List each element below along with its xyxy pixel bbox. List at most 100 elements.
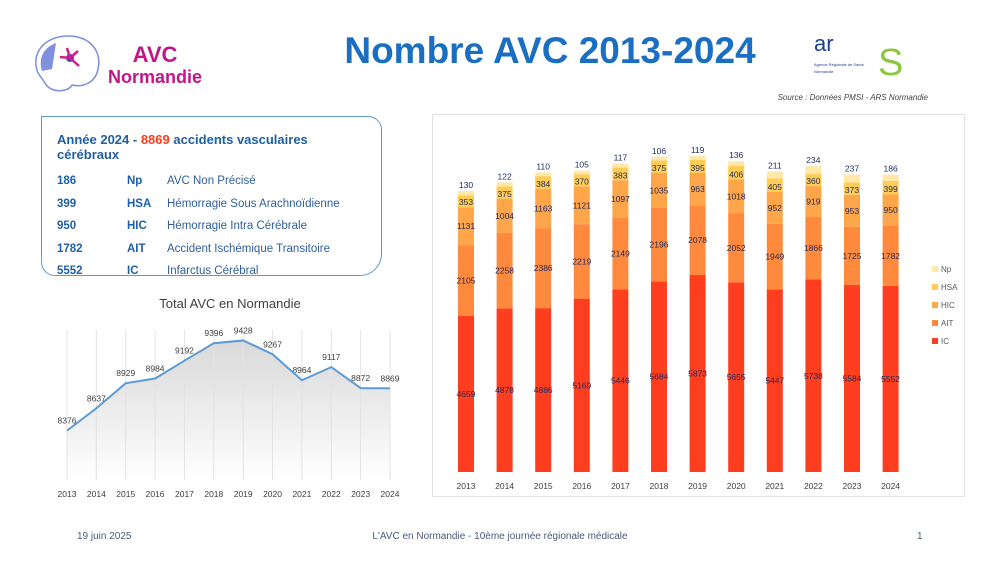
bar-segment-AIT — [612, 217, 629, 290]
bar-segment-HIC — [728, 179, 745, 214]
bar-segment-AIT — [458, 245, 474, 316]
bar-value-label: 2219 — [572, 256, 591, 266]
bar-segment-Np — [458, 190, 474, 196]
bar-value-label: 5446 — [611, 376, 630, 386]
bar-segment-Np — [612, 163, 629, 168]
bar-segment-HIC — [496, 198, 513, 233]
bar-segment-HSA — [612, 167, 629, 181]
data-label: 9117 — [322, 352, 341, 362]
x-tick-label: 2022 — [322, 489, 341, 499]
bar-segment-HIC — [612, 180, 629, 218]
bar-segment-Np — [844, 174, 860, 183]
bar-value-label: 1121 — [573, 200, 592, 210]
bar-value-label: 1018 — [727, 191, 746, 201]
line-area — [67, 340, 390, 480]
bar-segment-AIT — [689, 205, 706, 276]
x-tick-label: 2014 — [495, 481, 514, 491]
bar-chart-frame — [432, 114, 965, 497]
x-tick-label: 2020 — [263, 489, 282, 499]
bar-segment-Np — [882, 174, 899, 181]
bar-value-label: 399 — [884, 184, 898, 194]
bar-segment-HSA — [882, 180, 899, 195]
bar-segment-HIC — [882, 194, 899, 227]
bar-value-label: 5738 — [804, 371, 823, 381]
summary-code: IC — [127, 265, 139, 278]
data-label: 8964 — [292, 365, 311, 375]
bar-value-label: 360 — [806, 176, 820, 186]
summary-label: Accident Ischémique Transitoire — [167, 242, 330, 255]
bar-value-label: 370 — [575, 177, 589, 187]
bar-value-label: 5447 — [765, 376, 784, 386]
bar-value-label: 2149 — [611, 248, 630, 258]
bar-segment-HIC — [766, 191, 783, 224]
footer-date: 19 juin 2025 — [77, 531, 132, 542]
legend-label: HSA — [941, 283, 958, 292]
bar-segment-AIT — [882, 226, 899, 286]
bar-segment-IC — [573, 298, 590, 472]
line-chart-title: Total AVC en Normandie — [159, 296, 301, 311]
x-tick-label: 2018 — [204, 489, 223, 499]
ars-logo: ar Agence Régionale de Santé Normandie S — [814, 33, 903, 84]
bar-value-label: 5552 — [881, 374, 900, 384]
bar-segment-IC — [612, 289, 629, 472]
x-tick-label: 2016 — [572, 481, 591, 491]
legend-swatch-Np — [932, 266, 938, 272]
bar-segment-HSA — [728, 165, 745, 180]
legend-swatch-IC — [932, 338, 938, 344]
bar-value-label: 963 — [691, 184, 705, 194]
bar-value-label: 105 — [575, 160, 589, 170]
bar-segment-IC — [651, 281, 667, 472]
bar-segment-AIT — [651, 207, 667, 282]
bar-value-label: 384 — [536, 179, 550, 189]
bar-segment-HSA — [844, 182, 860, 195]
bar-value-label: 2078 — [688, 235, 707, 245]
bar-value-label: 1097 — [611, 194, 630, 204]
bar-segment-HSA — [535, 176, 552, 190]
bar-value-label: 1725 — [843, 251, 862, 261]
bar-value-label: 130 — [459, 180, 473, 190]
logo-line-1: AVC — [132, 42, 178, 67]
bar-segment-AIT — [535, 228, 552, 309]
bar-segment-Np — [689, 155, 706, 160]
bar-segment-IC — [458, 315, 474, 472]
bar-value-label: 234 — [806, 155, 820, 165]
data-label: 8637 — [87, 393, 106, 403]
x-tick-label: 2023 — [843, 481, 862, 491]
bar-value-label: 353 — [459, 197, 473, 207]
legend-label: IC — [941, 337, 949, 346]
bar-value-label: 1131 — [457, 221, 476, 231]
bar-segment-HSA — [689, 159, 706, 174]
logo-line-2: Normandie — [107, 67, 203, 87]
summary-box: Année 2024 - 8869 accidents vasculaires … — [41, 116, 382, 278]
x-tick-label: 2024 — [381, 489, 400, 499]
x-tick-label: 2013 — [457, 481, 476, 491]
bar-segment-Np — [766, 171, 783, 179]
x-tick-label: 2017 — [611, 481, 630, 491]
bar-value-label: 5169 — [572, 380, 591, 390]
bar-value-label: 4878 — [495, 385, 514, 395]
bar-value-label: 952 — [768, 203, 782, 213]
x-tick-label: 2021 — [292, 489, 311, 499]
bar-value-label: 237 — [845, 163, 859, 173]
summary-code: AIT — [127, 242, 146, 255]
summary-row: 399 HSA Hémorragie Sous Arachnoïdienne — [57, 193, 366, 216]
footer-title: L'AVC en Normandie - 10ème journée régio… — [372, 531, 628, 542]
bar-segment-IC — [689, 275, 706, 472]
bar-segment-Np — [651, 156, 667, 161]
bar-value-label: 950 — [884, 205, 898, 215]
bar-value-label: 211 — [768, 160, 782, 170]
summary-row: 950 HIC Hémorragie Intra Cérébrale — [57, 215, 366, 238]
bar-segment-Np — [728, 161, 745, 166]
bar-segment-AIT — [766, 223, 783, 290]
x-tick-label: 2022 — [804, 481, 823, 491]
bar-segment-IC — [496, 308, 513, 472]
summary-label: AVC Non Précisé — [167, 175, 256, 188]
stacked-bar-chart: 4659 2105 1131 353 130 2013 4878 2258 1004 375 122… — [457, 145, 959, 491]
legend-swatch-AIT — [932, 320, 938, 326]
bar-value-label: 1035 — [650, 185, 669, 195]
bar-value-label: 406 — [729, 169, 743, 179]
bar-segment-IC — [844, 284, 860, 472]
bar-segment-HIC — [535, 189, 552, 229]
bar-value-label: 1866 — [804, 243, 823, 253]
